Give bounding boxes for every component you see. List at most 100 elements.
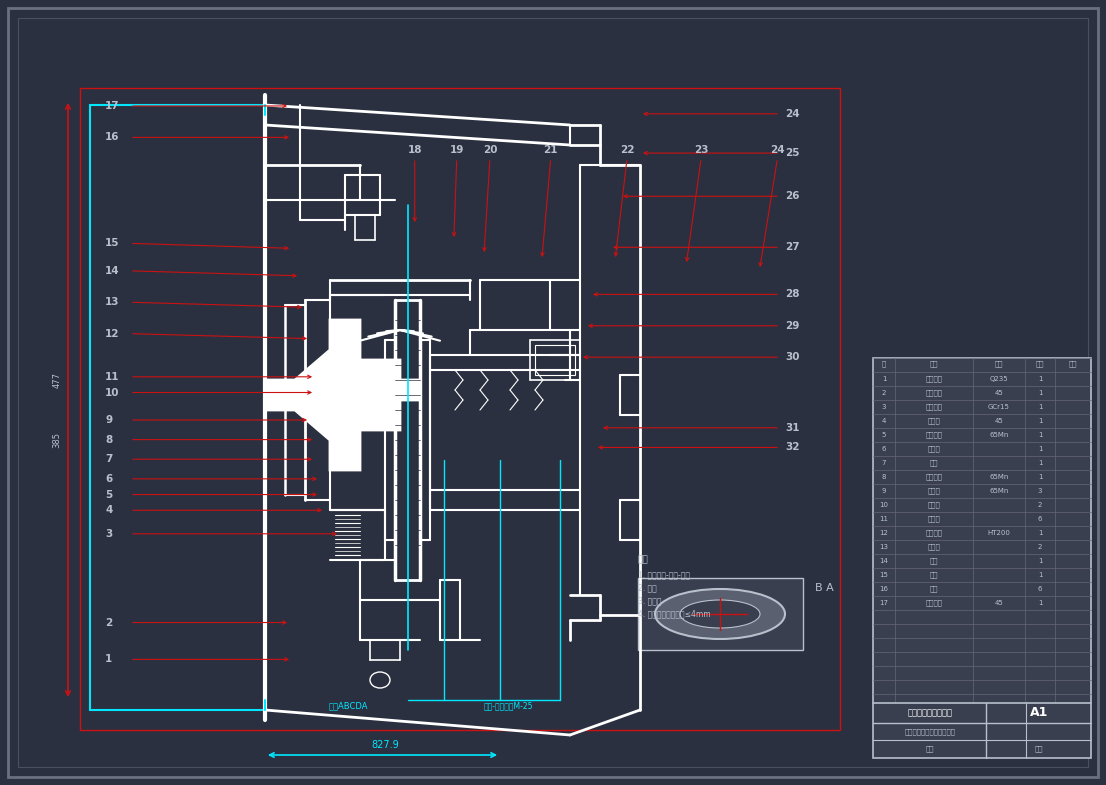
Text: 9: 9	[881, 488, 886, 494]
Text: 1: 1	[1037, 390, 1042, 396]
Text: 2. 销轴: 2. 销轴	[638, 583, 657, 593]
Text: 比例: 比例	[1034, 746, 1043, 752]
Text: 6: 6	[1037, 516, 1042, 522]
Text: 2: 2	[1037, 544, 1042, 550]
Text: 1: 1	[1037, 460, 1042, 466]
Text: HT200: HT200	[988, 530, 1011, 536]
Bar	[535, 345, 575, 375]
Text: 离合器盖: 离合器盖	[926, 530, 942, 536]
Text: 推式膜片弹簧离合器: 推式膜片弹簧离合器	[907, 709, 952, 717]
Text: 螺钉: 螺钉	[930, 586, 938, 593]
Text: 24: 24	[770, 145, 785, 155]
Text: 26: 26	[785, 192, 800, 201]
Text: 1: 1	[1037, 558, 1042, 564]
Text: 27: 27	[785, 243, 800, 252]
Text: 1: 1	[105, 655, 112, 664]
Text: 7: 7	[105, 455, 113, 464]
Text: 4: 4	[105, 506, 113, 515]
Ellipse shape	[655, 589, 785, 639]
Text: 飞轮: 飞轮	[930, 557, 938, 564]
Text: 8: 8	[105, 435, 112, 444]
Text: 16: 16	[105, 133, 119, 142]
Text: 支承销: 支承销	[928, 516, 940, 522]
Text: 32: 32	[785, 443, 800, 452]
Text: 31: 31	[785, 423, 800, 433]
Text: 分离叉: 分离叉	[928, 418, 940, 425]
Text: 2: 2	[1037, 502, 1042, 508]
Text: 曲轴: 曲轴	[930, 571, 938, 579]
Text: 827.9: 827.9	[372, 740, 399, 750]
Text: 1: 1	[1037, 418, 1042, 424]
Text: 65Mn: 65Mn	[989, 474, 1009, 480]
Text: 45: 45	[994, 418, 1003, 424]
Text: 3: 3	[1037, 488, 1042, 494]
Text: 65Mn: 65Mn	[989, 488, 1009, 494]
Text: 3: 3	[105, 529, 112, 539]
Text: 推式膜片弹簧离合器装配图: 推式膜片弹簧离合器装配图	[905, 728, 956, 736]
Text: 14: 14	[879, 558, 888, 564]
Text: 数量: 数量	[1035, 360, 1044, 367]
Text: 8: 8	[881, 474, 886, 480]
Text: 11: 11	[105, 372, 119, 382]
Text: 1: 1	[1037, 404, 1042, 410]
Text: 45: 45	[994, 600, 1003, 606]
Text: 17: 17	[105, 101, 119, 111]
Text: 65Mn: 65Mn	[989, 432, 1009, 438]
Text: 4: 4	[881, 418, 886, 424]
Text: 6: 6	[881, 446, 886, 452]
Text: Q235: Q235	[990, 376, 1009, 382]
Text: 12: 12	[879, 530, 888, 536]
Text: 支承环: 支承环	[928, 502, 940, 509]
Ellipse shape	[371, 672, 390, 688]
Text: 7: 7	[881, 460, 886, 466]
Text: 22: 22	[619, 145, 635, 155]
Text: 28: 28	[785, 290, 800, 299]
Text: 定位销: 定位销	[928, 544, 940, 550]
Text: 备注: 备注	[1068, 360, 1077, 367]
Text: 序: 序	[881, 360, 886, 367]
Text: 螺母-点接触面M-25: 螺母-点接触面M-25	[483, 702, 533, 710]
Text: 5: 5	[881, 432, 886, 438]
Text: 10: 10	[105, 388, 119, 397]
Text: B A: B A	[815, 583, 834, 593]
Text: 传动片: 传动片	[928, 487, 940, 495]
Text: 25: 25	[785, 148, 800, 158]
Text: 5: 5	[105, 490, 112, 499]
Text: 12: 12	[105, 329, 119, 338]
Text: 1: 1	[1037, 432, 1042, 438]
Text: 24: 24	[785, 109, 800, 119]
Text: 3: 3	[881, 404, 886, 410]
Text: 压盘: 压盘	[930, 460, 938, 466]
Text: 13: 13	[105, 298, 119, 307]
Text: 1: 1	[1037, 600, 1042, 606]
Text: 从动盘: 从动盘	[928, 446, 940, 452]
Bar	[638, 578, 803, 650]
Text: 45: 45	[994, 390, 1003, 396]
Text: 材料: 材料	[994, 360, 1003, 367]
Text: 477: 477	[52, 372, 62, 388]
Text: 1: 1	[1037, 474, 1042, 480]
Text: 1: 1	[881, 376, 886, 382]
Text: 弹片垫圈: 弹片垫圈	[926, 376, 942, 382]
Text: 6: 6	[105, 474, 112, 484]
Text: 23: 23	[693, 145, 709, 155]
Text: 离合器轴: 离合器轴	[926, 600, 942, 606]
Text: 29: 29	[785, 321, 800, 330]
Text: 3. 离合器: 3. 离合器	[638, 597, 661, 605]
Polygon shape	[265, 320, 420, 470]
Text: 9: 9	[105, 415, 112, 425]
Text: 1: 1	[1037, 572, 1042, 578]
Text: 14: 14	[105, 266, 119, 276]
Text: 2: 2	[105, 618, 112, 627]
Text: 19: 19	[450, 145, 463, 155]
Text: 备注: 备注	[638, 556, 649, 564]
Bar	[530, 340, 580, 380]
Text: 锁紧螺母: 锁紧螺母	[926, 389, 942, 396]
Text: 18: 18	[407, 145, 422, 155]
Text: 1: 1	[1037, 376, 1042, 382]
Bar	[80, 88, 839, 730]
Text: 1: 1	[1037, 446, 1042, 452]
Text: 4. 相对转速波动系数≤4mm: 4. 相对转速波动系数≤4mm	[638, 609, 711, 619]
Text: 13: 13	[879, 544, 888, 550]
Text: 21: 21	[543, 145, 559, 155]
